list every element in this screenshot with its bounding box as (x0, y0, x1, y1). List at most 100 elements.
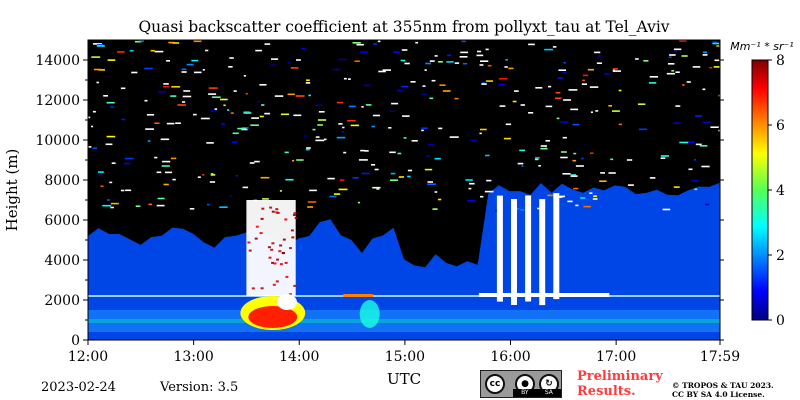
noise-speckle (570, 174, 576, 176)
noise-speckle (426, 155, 430, 157)
noise-speckle (438, 61, 443, 63)
noise-speckle (354, 60, 360, 62)
noise-speckle (673, 50, 678, 53)
noise-speckle (92, 43, 102, 45)
y-tick-label: 14000 (35, 53, 80, 69)
noise-speckle (309, 189, 317, 192)
noise-speckle (364, 150, 369, 152)
chart-title: Quasi backscatter coefficient at 355nm f… (138, 18, 669, 36)
noise-speckle (520, 209, 525, 211)
aerosol-patch (359, 300, 380, 328)
noise-speckle (454, 97, 459, 100)
cloud-speckle (293, 284, 297, 287)
noise-speckle (315, 136, 320, 138)
noise-speckle (308, 94, 311, 97)
noise-speckle (572, 123, 580, 126)
noise-speckle (227, 109, 230, 111)
noise-speckle (679, 40, 687, 42)
noise-speckle (485, 154, 490, 157)
noise-speckle (454, 62, 460, 64)
noise-speckle (241, 128, 248, 131)
noise-speckle (407, 169, 413, 172)
y-axis: 0 2000 4000 6000 8000 10000 12000 14000 (35, 53, 724, 349)
noise-speckle (111, 162, 116, 164)
noise-speckle (175, 122, 181, 124)
x-tick-label: 17:00 (596, 349, 636, 365)
noise-speckle (287, 61, 291, 64)
noise-speckle (292, 159, 295, 162)
noise-speckle (434, 157, 441, 160)
noise-speckle (424, 168, 433, 171)
plume-core (248, 306, 298, 328)
noise-speckle (121, 118, 126, 121)
noise-speckle (219, 206, 228, 208)
noise-speckle (251, 117, 259, 119)
cloud-speckle (248, 249, 252, 252)
cloud-speckle (251, 287, 255, 290)
cloud-speckle (260, 217, 264, 220)
pbl-top-line (88, 295, 720, 297)
noise-speckle (338, 188, 348, 191)
noise-speckle (599, 180, 607, 182)
noise-speckle (317, 119, 327, 121)
noise-speckle (476, 54, 484, 57)
noise-speckle (407, 175, 411, 178)
noise-speckle (503, 137, 511, 140)
noise-speckle (590, 152, 594, 154)
signal-region (88, 182, 720, 340)
noise-speckle (131, 71, 138, 74)
noise-speckle (487, 64, 492, 67)
noise-speckle (681, 55, 688, 57)
noise-speckle (170, 95, 177, 97)
cloud-speckle (284, 218, 288, 221)
noise-speckle (439, 84, 446, 86)
noise-speckle (702, 121, 712, 123)
noise-speckle (460, 51, 469, 54)
noise-speckle (150, 49, 155, 52)
noise-speckle (582, 74, 589, 77)
noise-speckle (364, 84, 371, 87)
noise-speckle (264, 43, 271, 45)
noise-speckle (547, 194, 553, 197)
noise-speckle (110, 206, 114, 209)
noise-speckle (205, 49, 209, 52)
noise-speckle (182, 101, 186, 103)
noise-speckle (148, 203, 153, 206)
noise-speckle (91, 125, 94, 128)
noise-speckle (285, 178, 294, 181)
noise-speckle (342, 126, 345, 129)
aerosol-patch (343, 294, 374, 297)
noise-speckle (557, 77, 564, 79)
cloud-speckle (292, 214, 296, 216)
cloud-speckle (271, 210, 275, 213)
cloud-blob (276, 294, 297, 310)
noise-speckle (228, 66, 233, 68)
noise-speckle (590, 111, 593, 113)
noise-speckle (233, 90, 237, 92)
noise-speckle (519, 149, 525, 152)
noise-speckle (485, 48, 489, 51)
noise-speckle (431, 79, 436, 82)
noise-speckle (560, 121, 569, 123)
noise-speckle (400, 59, 406, 62)
noise-speckle (339, 179, 345, 181)
noise-speckle (250, 124, 259, 126)
noise-speckle (259, 115, 264, 118)
noise-speckle (106, 101, 115, 104)
noise-speckle (157, 197, 165, 200)
noise-speckle (98, 171, 104, 173)
noise-speckle (610, 158, 614, 161)
noise-speckle (336, 101, 344, 104)
cc-license-badge[interactable]: cc ● ↻ BY SA (480, 370, 562, 398)
cloud-speckle (294, 217, 298, 219)
noise-speckle (371, 125, 376, 128)
noise-speckle (255, 49, 262, 52)
noise-speckle (208, 87, 218, 89)
cloud-speckle (279, 263, 283, 266)
noise-speckle (200, 117, 210, 120)
noise-speckle (403, 137, 407, 139)
noise-speckle (712, 41, 718, 44)
noise-speckle (186, 63, 194, 66)
noise-speckle (145, 128, 154, 130)
